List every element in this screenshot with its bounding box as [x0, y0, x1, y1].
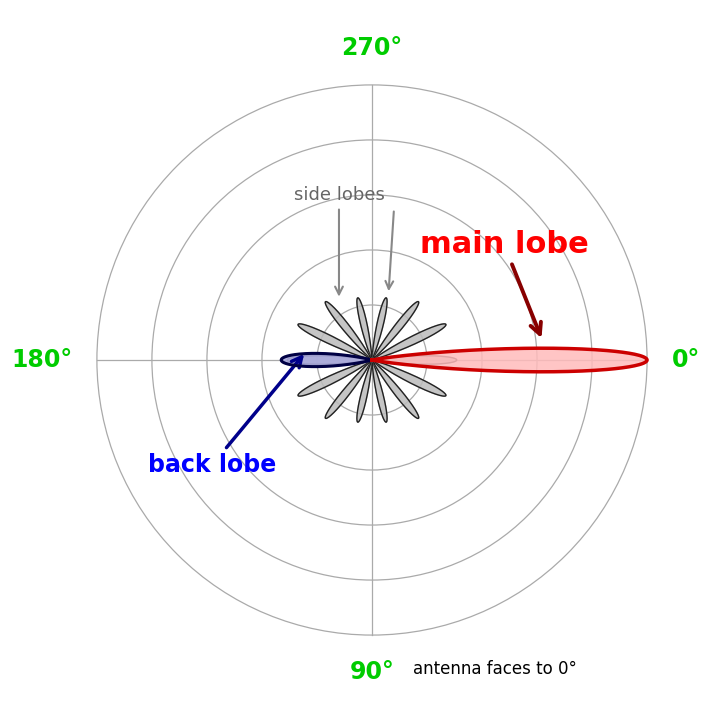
Text: 0°: 0° [672, 348, 700, 372]
Polygon shape [298, 360, 372, 396]
Polygon shape [357, 360, 372, 422]
Text: back lobe: back lobe [148, 357, 302, 477]
Text: 90°: 90° [349, 660, 395, 684]
Polygon shape [372, 348, 647, 372]
Polygon shape [372, 302, 419, 360]
Polygon shape [357, 298, 372, 360]
Polygon shape [372, 324, 446, 360]
Polygon shape [372, 360, 446, 396]
Text: antenna faces to 0°: antenna faces to 0° [413, 660, 577, 678]
Text: main lobe: main lobe [420, 230, 588, 334]
Polygon shape [372, 298, 387, 360]
Text: side lobes: side lobes [294, 186, 384, 294]
Text: 270°: 270° [341, 36, 402, 60]
Polygon shape [372, 356, 456, 364]
Text: 180°: 180° [11, 348, 72, 372]
Polygon shape [287, 356, 372, 364]
Polygon shape [372, 360, 387, 422]
Polygon shape [298, 324, 372, 360]
Polygon shape [325, 360, 372, 418]
Polygon shape [372, 360, 419, 418]
Polygon shape [282, 354, 372, 366]
Polygon shape [325, 302, 372, 360]
